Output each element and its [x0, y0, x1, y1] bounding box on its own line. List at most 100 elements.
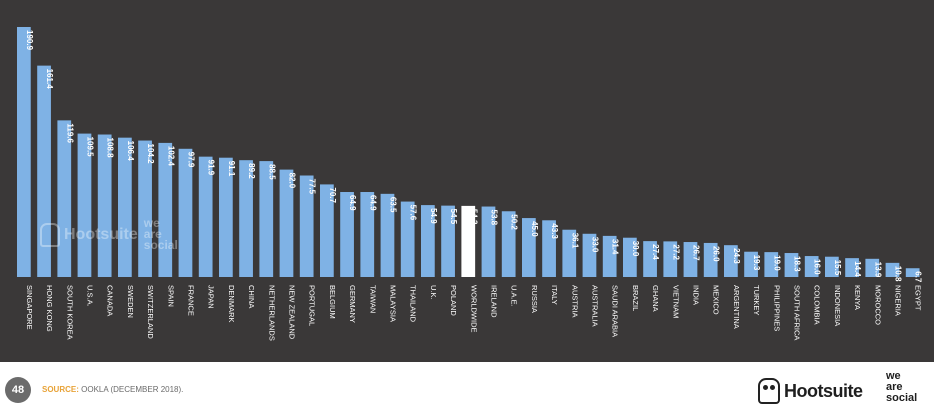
data-label: 19.0: [772, 255, 781, 271]
data-label: 91.1: [227, 161, 236, 177]
category-label: SOUTH KOREA: [65, 285, 74, 340]
logo-text: Hootsuite: [784, 380, 863, 401]
category-label: TURKEY: [752, 285, 761, 315]
bar: [340, 192, 354, 277]
bar: [198, 156, 213, 277]
bar: [865, 258, 880, 277]
brand-line: we: [886, 370, 901, 382]
source-note: SOURCE: OOKLA (DECEMBER 2018).: [42, 385, 183, 394]
bar: [501, 211, 516, 277]
brand-line: social: [886, 392, 918, 404]
bar: [299, 175, 314, 277]
bar: [77, 133, 92, 277]
data-label: 36.1: [570, 233, 579, 249]
source-label: SOURCE:: [42, 385, 79, 394]
category-label: MOROCCO: [873, 285, 882, 325]
bar: [239, 160, 253, 277]
category-label: NEW ZEALAND: [287, 285, 296, 340]
bar: [542, 220, 556, 277]
category-label: COLOMBIA: [813, 285, 822, 325]
category-label: VIETNAM: [671, 285, 680, 318]
category-label: SINGAPORE: [25, 285, 34, 330]
data-label: 26.0: [712, 246, 721, 262]
category-label: AUSTRALIA: [590, 285, 599, 327]
category-label: WORLDWIDE: [469, 285, 478, 333]
data-label: 64.9: [368, 195, 377, 211]
bar: [400, 201, 415, 277]
data-label: 54.3: [469, 209, 478, 225]
watermark-brand-line: social: [143, 238, 178, 252]
category-label: BRAZIL: [631, 285, 640, 311]
category-label: MEXICO: [712, 285, 721, 315]
category-label: INDIA: [691, 285, 700, 305]
page-number: 48: [5, 377, 31, 403]
bar: [764, 252, 779, 277]
category-label: CANADA: [106, 285, 115, 316]
category-label: EGYPT: [914, 285, 923, 311]
data-label: 6.7: [914, 271, 923, 283]
bar: [845, 258, 859, 277]
category-label: SWEDEN: [126, 285, 135, 318]
bar: [441, 205, 455, 277]
data-label: 53.8: [489, 210, 498, 226]
data-label: 10.8: [893, 266, 902, 282]
data-label: 109.5: [85, 137, 94, 158]
data-label: 161.4: [45, 69, 54, 90]
hootsuite-watermark: Hootsuite we are social: [40, 216, 178, 252]
bar: [623, 237, 637, 277]
data-label: 31.4: [611, 239, 620, 255]
category-label: MALAYSIA: [388, 285, 397, 322]
category-label: INDONESIA: [833, 285, 842, 326]
bar: [37, 65, 51, 277]
category-label: ARGENTINA: [732, 285, 741, 329]
data-label: 14.4: [853, 261, 862, 277]
data-label: 190.9: [25, 30, 34, 51]
category-label: NETHERLANDS: [267, 285, 276, 341]
category-label: GHANA: [651, 285, 660, 312]
data-label: 70.7: [328, 187, 337, 203]
bar: [259, 161, 274, 277]
owl-logo-icon: [758, 378, 780, 404]
bar: [703, 242, 718, 277]
category-label: HONG KONG: [45, 285, 54, 332]
category-label: U.K.: [429, 285, 438, 300]
bar: [17, 27, 31, 277]
data-label: 57.6: [409, 205, 418, 221]
data-label: 54.5: [449, 209, 458, 225]
data-label: 24.3: [732, 248, 741, 264]
data-label: 54.9: [429, 208, 438, 224]
bar: [219, 157, 233, 277]
bar: [683, 242, 698, 277]
bar: [905, 268, 920, 277]
watermark-brand: we are social: [143, 216, 178, 252]
bar: [481, 206, 496, 277]
bar: [784, 253, 799, 277]
data-label: 27.2: [671, 244, 680, 260]
bar: [360, 192, 375, 277]
category-label: U.S.A.: [85, 285, 94, 307]
category-label: FRANCE: [186, 285, 195, 316]
category-label: GERMANY: [348, 285, 357, 323]
bar-highlight: [461, 205, 476, 277]
category-label: PORTUGAL: [308, 285, 317, 326]
bar-chart: 190.9 SINGAPORE 161.4 HONG KONG 119.6 SOUTH K…: [17, 27, 923, 341]
category-label: IRELAND: [489, 285, 498, 318]
category-label: NIGERIA: [893, 285, 902, 316]
bar: [57, 120, 72, 278]
bar: [643, 241, 657, 277]
category-label: JAPAN: [207, 285, 216, 309]
data-label: 89.2: [247, 163, 256, 179]
category-label: SOUTH AFRICA: [792, 285, 801, 340]
bar: [663, 241, 678, 277]
data-label: 108.8: [106, 138, 115, 159]
data-label: 15.5: [833, 260, 842, 276]
category-label: KENYA: [853, 285, 862, 310]
data-label: 82.0: [287, 173, 296, 189]
data-label: 106.4: [126, 141, 135, 162]
data-label: 45.0: [530, 221, 539, 237]
data-label: 91.9: [207, 160, 216, 176]
we-are-social-logo: we are social: [886, 371, 917, 404]
watermark-text: Hootsuite: [64, 225, 138, 243]
watermark-brand-line: we: [143, 216, 160, 230]
category-label: RUSSIA: [530, 285, 539, 313]
